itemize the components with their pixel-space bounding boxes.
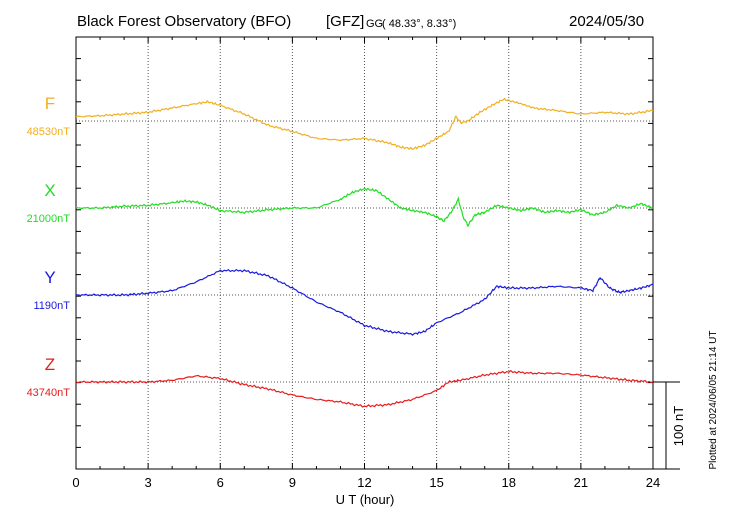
x-tick-label: 24	[646, 475, 660, 490]
scale-bar	[653, 381, 680, 470]
series-group: F 48530nT X 21000nT Y 1190nT Z 43740nT	[27, 94, 654, 408]
x-tick-label: 18	[502, 475, 516, 490]
series-f: F 48530nT	[27, 94, 654, 150]
x-axis-label: U T (hour)	[336, 492, 395, 507]
series-name-z: Z	[45, 355, 55, 374]
series-name-x: X	[44, 181, 55, 200]
institute-label: [GFZ]	[326, 13, 364, 30]
series-baseline-z: 43740nT	[27, 387, 71, 399]
series-line-x	[75, 187, 654, 228]
plotted-timestamp: Plotted at 2024/06/05 21:14 UT	[708, 331, 719, 470]
x-tick-label: 21	[574, 475, 588, 490]
plot-grid	[76, 37, 653, 469]
x-tick-label: 12	[357, 475, 371, 490]
series-line-f	[75, 97, 654, 150]
x-tick-label: 6	[217, 475, 224, 490]
series-name-f: F	[45, 94, 55, 113]
x-tick-label: 15	[429, 475, 443, 490]
chart-date: 2024/05/30	[569, 13, 644, 30]
series-line-y	[75, 268, 654, 336]
x-tick-label: 9	[289, 475, 296, 490]
series-baseline-y: 1190nT	[34, 300, 71, 312]
series-name-y: Y	[44, 268, 55, 287]
series-z: Z 43740nT	[27, 355, 654, 408]
scale-bar-label: 100 nT	[671, 406, 686, 447]
series-baseline-f: 48530nT	[27, 126, 71, 138]
series-line-z	[75, 369, 654, 408]
x-tick-label: 3	[145, 475, 152, 490]
series-x: X 21000nT	[27, 181, 654, 228]
series-y: Y 1190nT	[34, 268, 654, 336]
series-baseline-x: 21000nT	[27, 213, 71, 225]
chart-title: Black Forest Observatory (BFO)	[77, 13, 291, 30]
x-axis: 0 3 6 9 12 15 18 21 24	[72, 36, 660, 490]
station-coordinates: ( 48.33°, 8.33°)	[382, 18, 456, 30]
x-tick-label: 0	[72, 475, 79, 490]
coordinate-system-label: GG	[366, 18, 383, 30]
